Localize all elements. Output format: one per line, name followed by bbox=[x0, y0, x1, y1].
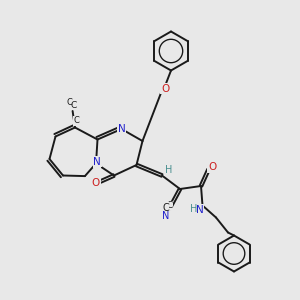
Text: N: N bbox=[93, 157, 101, 167]
Text: O: O bbox=[92, 178, 100, 188]
Text: C: C bbox=[71, 101, 77, 110]
Text: N: N bbox=[94, 156, 101, 166]
Text: N: N bbox=[162, 211, 169, 221]
Text: C: C bbox=[167, 201, 173, 210]
Text: H: H bbox=[165, 165, 172, 175]
Text: O: O bbox=[161, 83, 169, 94]
Text: N: N bbox=[118, 124, 125, 134]
Text: H: H bbox=[190, 204, 197, 214]
Text: N: N bbox=[118, 124, 125, 134]
Text: N: N bbox=[161, 208, 169, 218]
Text: C: C bbox=[162, 203, 169, 213]
Text: N: N bbox=[196, 205, 204, 215]
Text: C: C bbox=[74, 116, 80, 125]
Text: O: O bbox=[208, 162, 216, 172]
Text: C: C bbox=[67, 98, 73, 107]
